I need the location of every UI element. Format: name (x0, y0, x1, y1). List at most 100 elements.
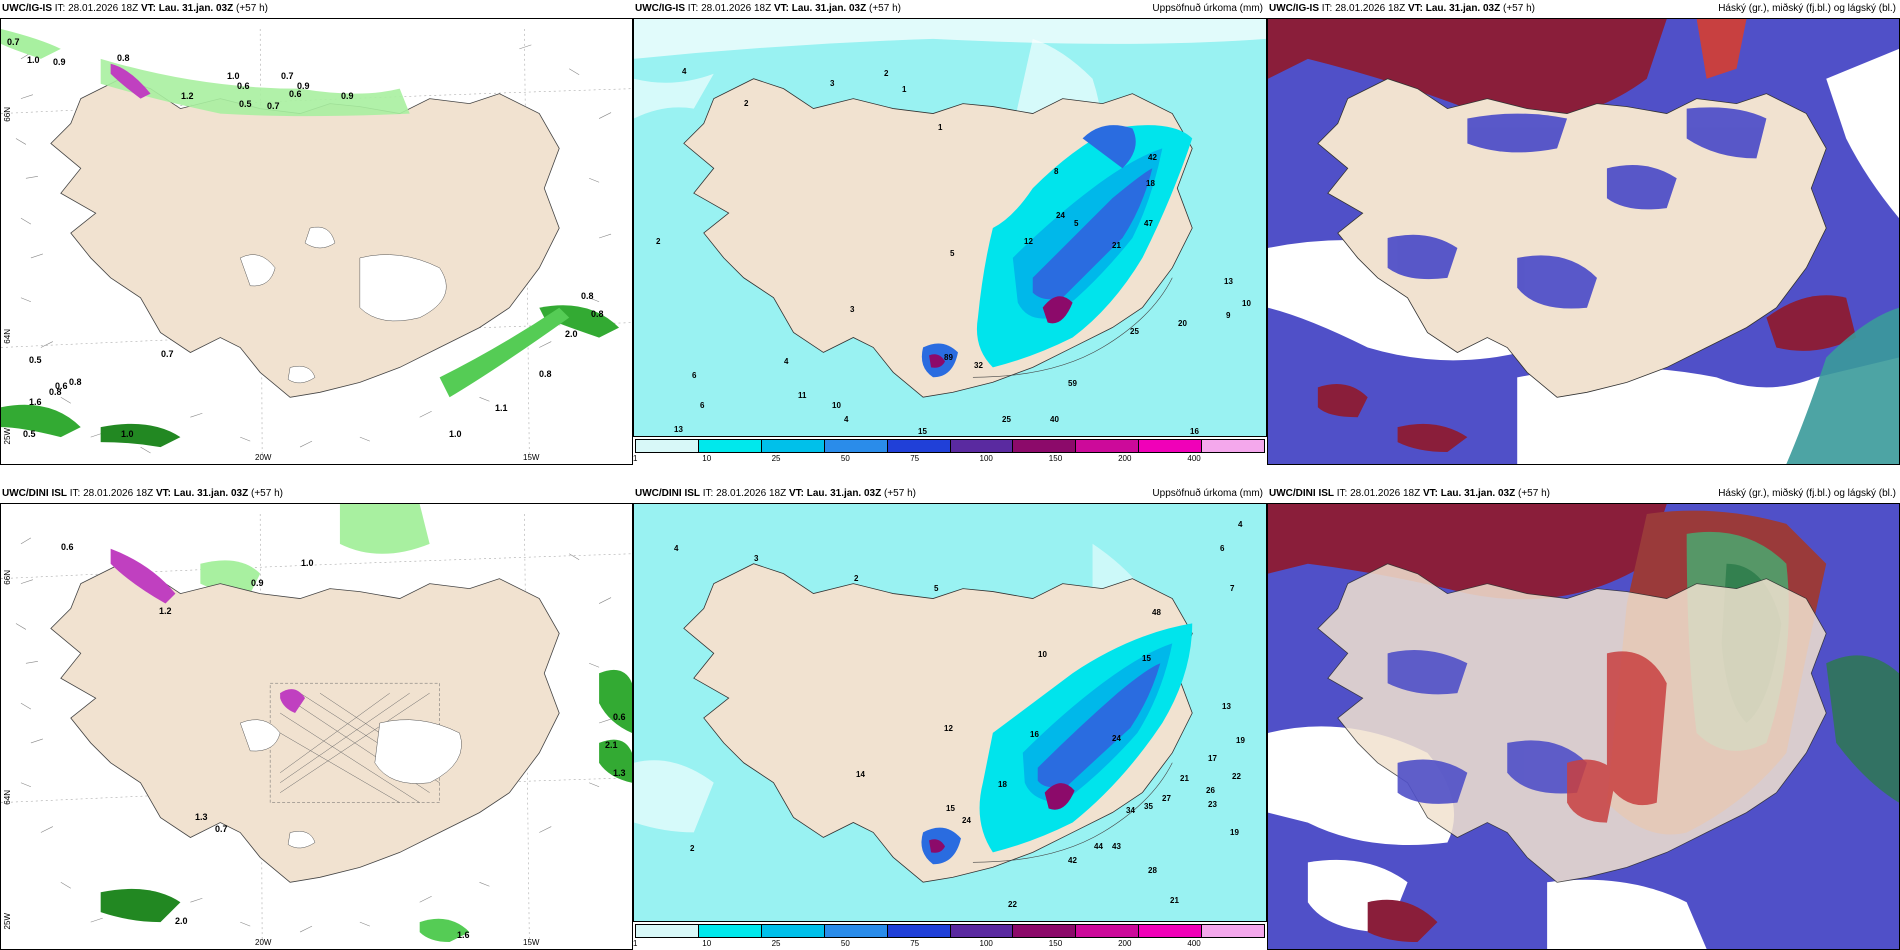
legend-tick: 25 (771, 939, 781, 948)
value-label: 35 (1144, 802, 1153, 811)
value-label: 0.7 (215, 824, 228, 834)
iceland-landmass (1317, 78, 1827, 398)
value-label: 27 (1162, 794, 1171, 803)
legend-tick: 1 (633, 939, 638, 948)
value-label: 5 (950, 249, 955, 258)
legend-tick: 200 (1118, 939, 1132, 948)
high-cloud-over-land (1567, 651, 1667, 823)
legend-swatch (1076, 440, 1140, 452)
precip-legend: 1 10 25 50 75 100 150 200 400 (633, 437, 1267, 465)
model-name: UWC/IG-IS (635, 3, 685, 14)
value-label: 2 (884, 69, 889, 78)
vt-value: Lau. 31.jan. 03Z (1440, 488, 1516, 499)
lat-label-64n: 64N (3, 790, 12, 805)
legend-color-bar (635, 439, 1265, 453)
value-label: 26 (1206, 786, 1215, 795)
cloud-over-land (1387, 650, 1587, 804)
lead-time: (+57 h) (236, 3, 268, 14)
lead-time: (+57 h) (869, 3, 901, 14)
value-label: 1.2 (181, 91, 194, 101)
lat-label-66n: 66N (3, 107, 12, 122)
legend-tick: 400 (1187, 454, 1201, 463)
map-svg (1, 504, 632, 949)
value-label: 0.5 (239, 99, 252, 109)
value-label: 1.3 (195, 812, 208, 822)
value-label: 18 (998, 780, 1007, 789)
wind-barbs (15, 537, 612, 933)
legend-tick: 100 (979, 939, 993, 948)
value-label: 0.6 (61, 542, 74, 552)
value-label: 4 (674, 544, 679, 553)
vt-value: Lau. 31.jan. 03Z (173, 488, 249, 499)
value-label: 10 (832, 401, 841, 410)
lat-label-64n: 64N (3, 329, 12, 344)
value-label: 0.8 (539, 369, 552, 379)
value-label: 1.0 (227, 71, 240, 81)
value-label: 1.2 (159, 606, 172, 616)
value-label: 24 (1112, 734, 1121, 743)
it-value: 28.01.2026 18Z (83, 488, 154, 499)
map-svg (1268, 19, 1899, 464)
value-label: 15 (946, 804, 955, 813)
panel-header: UWC/DINI ISL IT: 28.01.2026 18Z VT: Lau.… (633, 485, 1267, 503)
value-label: 1.6 (29, 397, 42, 407)
value-label: 0.5 (23, 429, 36, 439)
legend-swatch (950, 925, 1014, 937)
panel-header: UWC/IG-IS IT: 28.01.2026 18Z VT: Lau. 31… (1267, 0, 1900, 18)
vt-value: Lau. 31.jan. 03Z (1425, 3, 1501, 14)
lead-time: (+57 h) (1503, 3, 1535, 14)
field-title: Uppsöfnuð úrkoma (mm) (1152, 3, 1263, 14)
legend-swatch (950, 440, 1014, 452)
map-svg (634, 19, 1266, 436)
map-canvas[interactable]: 4 3 2 5 10 18 16 48 15 24 12 14 21 17 19… (633, 503, 1267, 922)
legend-swatch (1013, 440, 1077, 452)
legend-tick: 75 (910, 454, 920, 463)
legend-tick: 10 (702, 454, 712, 463)
value-label: 6 (700, 401, 705, 410)
value-label: 1.3 (613, 768, 626, 778)
value-label: 89 (944, 353, 953, 362)
lon-label-25w: 25W (3, 427, 12, 444)
it-label: IT: (702, 488, 714, 499)
legend-swatch (824, 925, 888, 937)
it-label: IT: (1336, 488, 1348, 499)
value-label: 5 (934, 584, 939, 593)
panel-header: UWC/DINI ISL IT: 28.01.2026 18Z VT: Lau.… (1267, 485, 1900, 503)
cloud-panel-igis: UWC/IG-IS IT: 28.01.2026 18Z VT: Lau. 31… (1267, 0, 1900, 465)
wind-barbs (15, 44, 612, 454)
map-canvas[interactable]: 20W 15W 25W 66N 64N 0.7 1.0 0.9 1.0 0.6 … (0, 18, 633, 465)
precip-field (921, 125, 1193, 378)
legend-tick: 50 (840, 454, 850, 463)
value-label: 24 (962, 816, 971, 825)
legend-swatch (1013, 925, 1077, 937)
value-label: 25 (1130, 327, 1139, 336)
it-label: IT: (687, 3, 699, 14)
lat-label-66n: 66N (3, 570, 12, 585)
model-name: UWC/IG-IS (2, 3, 52, 14)
panel-header: UWC/DINI ISL IT: 28.01.2026 18Z VT: Lau.… (0, 485, 633, 503)
value-label: 16 (1030, 730, 1039, 739)
value-label: 4 (1238, 520, 1243, 529)
value-label: 10 (1242, 299, 1251, 308)
map-canvas[interactable] (1267, 18, 1900, 465)
precip-patches (100, 548, 632, 943)
map-canvas[interactable]: 4 2 3 2 1 5 12 8 42 47 18 21 25 13 10 9 … (633, 18, 1267, 437)
value-label: 2.0 (565, 329, 578, 339)
it-value: 28.01.2026 18Z (68, 3, 139, 14)
it-value: 28.01.2026 18Z (1335, 3, 1406, 14)
legend-tick: 75 (910, 939, 920, 948)
legend-swatch (761, 925, 825, 937)
map-canvas[interactable] (1267, 503, 1900, 950)
lead-time: (+57 h) (1518, 488, 1550, 499)
value-label: 21 (1112, 241, 1121, 250)
vt-label: VT: (155, 488, 171, 499)
value-label: 1.0 (121, 429, 134, 439)
cloud-over-land (1387, 107, 1767, 309)
map-canvas[interactable]: 20W 15W 25W 66N 64N 0.6 0.9 1.2 1.0 0.7 … (0, 503, 633, 950)
wind-temp-panel-igis: UWC/IG-IS IT: 28.01.2026 18Z VT: Lau. 31… (0, 0, 633, 465)
legend-tick: 200 (1118, 454, 1132, 463)
precip-field (921, 623, 1193, 865)
map-svg (1268, 504, 1899, 949)
legend-swatch (698, 440, 762, 452)
legend-tick: 100 (979, 454, 993, 463)
